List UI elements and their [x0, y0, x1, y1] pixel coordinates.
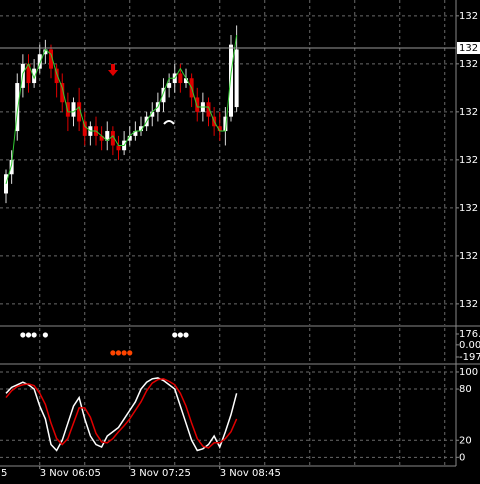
candle-body: [133, 131, 138, 136]
candle-body: [105, 131, 110, 141]
candle-body: [26, 63, 31, 84]
signal-dot: [42, 332, 48, 338]
candle-body: [150, 111, 155, 117]
candle-body: [234, 49, 239, 108]
candle-body: [139, 126, 143, 132]
x-tick-label: 5: [1, 468, 7, 479]
y-tick-label: 132: [459, 203, 478, 214]
signal-dot: [127, 350, 133, 356]
candle-body: [65, 102, 70, 117]
candle-body: [15, 83, 20, 132]
candle-body: [82, 121, 87, 136]
candle-body: [71, 102, 76, 117]
signal-dot: [25, 332, 32, 338]
y-tick-label: 132: [459, 107, 478, 118]
y-tick-label: 132: [459, 299, 478, 310]
y-tick-label: 132: [459, 251, 478, 262]
y-tick-label: 132: [459, 59, 478, 70]
candle-body: [110, 131, 115, 146]
oscillator-line: [5, 378, 238, 449]
candle-body: [195, 97, 200, 112]
signal-dot: [177, 332, 183, 338]
signal-hook: [163, 120, 175, 125]
candle-body: [223, 116, 228, 132]
signal-dot: [115, 350, 122, 356]
candle-body: [43, 49, 48, 55]
x-tick-label: 3 Nov 06:05: [40, 468, 101, 479]
candle-body: [116, 145, 121, 151]
y-tick-label: 176.: [459, 329, 480, 340]
candle-body: [178, 73, 183, 84]
candle-body: [77, 102, 82, 122]
candle-body: [54, 68, 59, 84]
y-tick-label: -197: [459, 352, 480, 363]
candle-body: [49, 49, 53, 69]
candle-body: [32, 68, 37, 84]
candle-body: [167, 83, 172, 88]
last-price-box: [457, 42, 480, 55]
x-tick-label: 3 Nov 08:45: [220, 468, 281, 479]
candle-body: [206, 102, 211, 117]
signal-dot: [31, 332, 37, 338]
signal-dot: [20, 332, 26, 338]
y-tick-label: 20: [459, 435, 472, 446]
overlay-line: [5, 34, 238, 185]
candle-body: [99, 135, 104, 141]
candle-body: [37, 54, 42, 69]
y-tick-label: 132: [459, 11, 478, 22]
y-tick-label: 80: [459, 384, 472, 395]
last-price-label: 132: [459, 43, 478, 54]
signal-dot: [172, 332, 178, 338]
x-tick-label: 3 Nov 07:25: [130, 468, 191, 479]
candle-body: [161, 87, 166, 103]
y-tick-label: 100: [459, 367, 478, 378]
candle-body: [184, 78, 188, 84]
oscillator-line: [5, 377, 238, 452]
candle-body: [229, 44, 233, 117]
sell-arrow: [108, 64, 118, 76]
candle-body: [217, 126, 222, 132]
y-tick-label: 132: [459, 155, 478, 166]
y-tick-label: 0: [459, 452, 465, 463]
signal-dot: [121, 350, 127, 356]
candle-body: [9, 159, 14, 175]
vertical-grid: [39, 0, 446, 465]
signal-dot: [110, 350, 116, 356]
y-tick-label: 0.00: [459, 340, 480, 351]
candle-body: [127, 135, 132, 141]
signal-dot: [183, 332, 189, 338]
candle-body: [60, 83, 65, 103]
